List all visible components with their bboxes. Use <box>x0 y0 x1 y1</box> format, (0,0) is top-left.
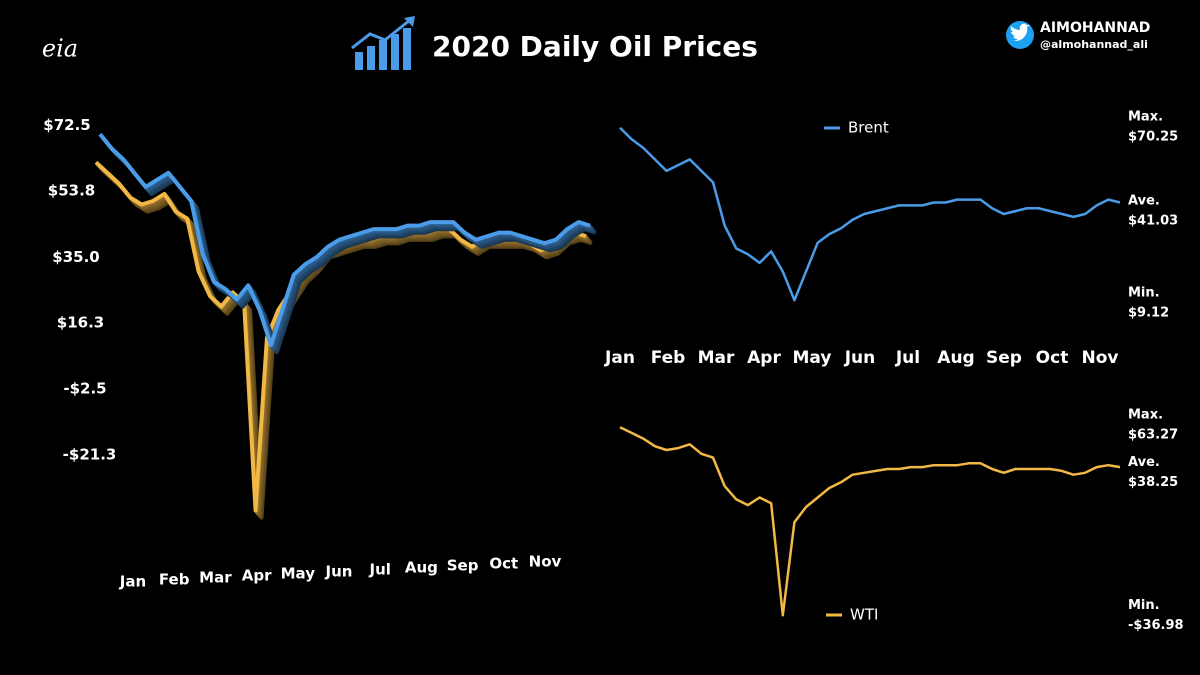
stat-value: -$36.98 <box>1128 618 1184 633</box>
stat-value: $41.03 <box>1128 214 1178 229</box>
y-tick-label: $35.0 <box>52 248 99 266</box>
y-tick-label: $53.8 <box>48 182 95 200</box>
x-tick-label: Sep <box>447 557 479 575</box>
x-tick-label: Jul <box>895 348 920 368</box>
title-icon <box>351 16 415 70</box>
stat-value: $70.25 <box>1128 130 1178 145</box>
x-tick-label: Oct <box>489 555 518 573</box>
chart-title: 2020 Daily Oil Prices <box>432 30 758 63</box>
legend-label: Brent <box>848 119 889 137</box>
x-tick-label: Jan <box>119 573 146 591</box>
x-tick-label: Aug <box>937 348 974 368</box>
legend-label: WTI <box>850 606 878 624</box>
x-tick-label: Nov <box>1082 348 1119 368</box>
y-tick-label: $16.3 <box>57 314 104 332</box>
stat-value: $63.27 <box>1128 427 1178 442</box>
y-tick-label: -$2.5 <box>63 380 106 398</box>
x-tick-label: Jan <box>604 348 635 368</box>
x-tick-label: Jun <box>844 348 876 368</box>
x-tick-label: Feb <box>159 571 190 589</box>
x-tick-label: Mar <box>199 569 232 587</box>
x-tick-label: Jun <box>325 563 353 581</box>
x-tick-label: Mar <box>698 348 735 368</box>
stat-label: Min. <box>1128 285 1160 300</box>
x-tick-label: Aug <box>405 559 438 577</box>
stat-value: $38.25 <box>1128 475 1178 490</box>
handle: AIMOHANNAD <box>1040 20 1150 36</box>
stat-label: Max. <box>1128 110 1163 125</box>
stat-label: Max. <box>1128 407 1163 422</box>
twitter-bird <box>1010 23 1030 41</box>
y-tick-label: $72.5 <box>43 116 90 134</box>
x-tick-label: Nov <box>529 553 562 571</box>
x-tick-label: May <box>793 348 832 368</box>
line <box>619 126 1121 302</box>
x-tick-label: Feb <box>651 348 686 368</box>
x-tick-label: Jul <box>368 561 390 579</box>
stat-label: Ave. <box>1128 194 1160 209</box>
x-tick-label: May <box>281 565 316 583</box>
stat-label: Min. <box>1128 598 1160 613</box>
username: @almohannad_ali <box>1040 38 1148 51</box>
x-tick-label: Apr <box>242 567 272 585</box>
x-tick-label: Apr <box>747 348 781 368</box>
stat-value: $9.12 <box>1128 305 1169 320</box>
x-tick-label: Sep <box>986 348 1022 368</box>
y-tick-label: -$21.3 <box>63 446 117 464</box>
x-tick-label: Oct <box>1036 348 1069 368</box>
line <box>619 426 1121 617</box>
stat-label: Ave. <box>1128 455 1160 470</box>
logo: eia <box>42 35 78 63</box>
line <box>98 132 591 348</box>
